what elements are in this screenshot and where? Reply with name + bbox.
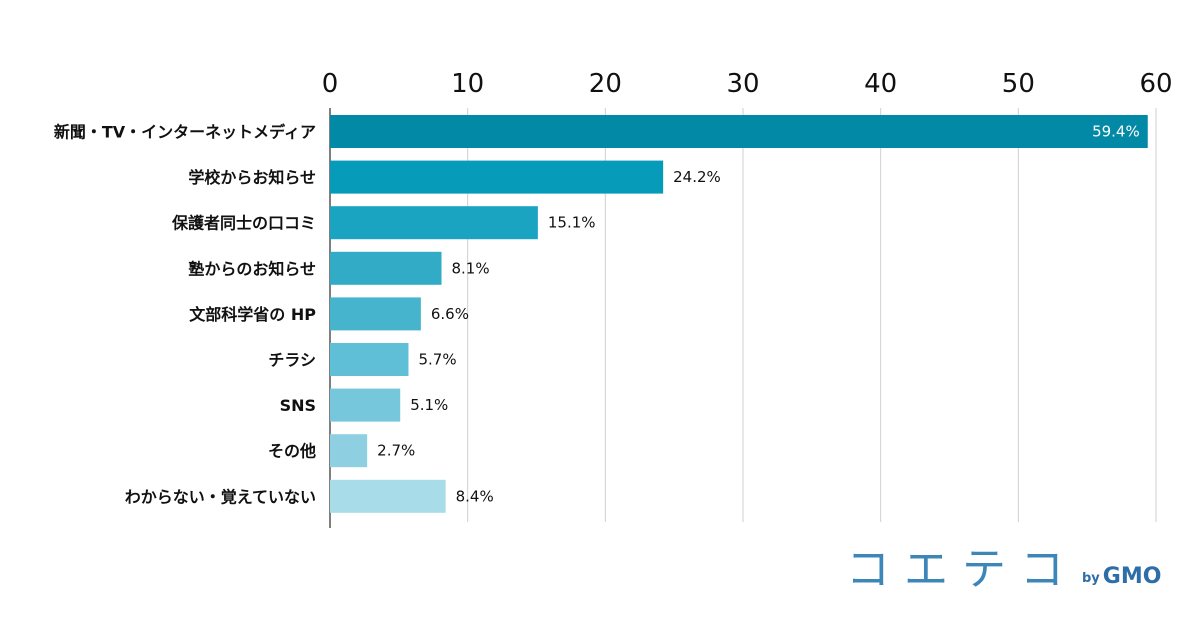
bar <box>330 343 409 376</box>
logo-company-text: GMO <box>1102 564 1162 589</box>
logo-wordmark: コエテコ <box>846 544 1078 595</box>
data-label: 24.2% <box>673 168 721 186</box>
category-label: 文部科学省の HP <box>189 305 316 324</box>
bar <box>330 160 664 194</box>
x-tick-label: 40 <box>864 69 897 99</box>
x-tick-label: 60 <box>1139 69 1172 99</box>
logo-by-text: by <box>1082 571 1100 586</box>
data-label: 2.7% <box>377 442 415 460</box>
data-label: 8.1% <box>452 259 490 277</box>
data-label: 6.6% <box>431 305 469 323</box>
category-label: 塾からのお知らせ <box>188 259 316 278</box>
x-tick-label: 10 <box>451 69 484 99</box>
bar <box>330 388 401 422</box>
x-tick-label: 50 <box>1002 69 1035 99</box>
bar <box>330 251 442 285</box>
bar <box>330 479 446 513</box>
x-tick-label: 20 <box>589 69 622 99</box>
category-label: 新聞・TV・インターネットメディア <box>54 123 316 142</box>
x-tick-label: 30 <box>726 69 759 99</box>
bar <box>330 434 368 468</box>
category-label: SNS <box>280 396 316 415</box>
brand-logo: コエテコ by GMO <box>846 548 1161 592</box>
category-label: チラシ <box>268 351 316 370</box>
category-label: 保護者同士の口コミ <box>171 214 316 233</box>
bar <box>330 115 1148 148</box>
data-label: 5.7% <box>418 351 456 369</box>
bar <box>330 297 421 331</box>
category-label: その他 <box>268 442 316 461</box>
data-label: 15.1% <box>548 214 596 232</box>
x-tick-label: 0 <box>322 69 339 99</box>
bar <box>330 206 538 240</box>
data-label: 8.4% <box>456 487 494 505</box>
category-label: わからない・覚えていない <box>125 487 316 506</box>
category-label: 学校からお知らせ <box>188 168 316 187</box>
data-label: 5.1% <box>410 396 448 414</box>
data-label: 59.4% <box>1092 123 1140 141</box>
